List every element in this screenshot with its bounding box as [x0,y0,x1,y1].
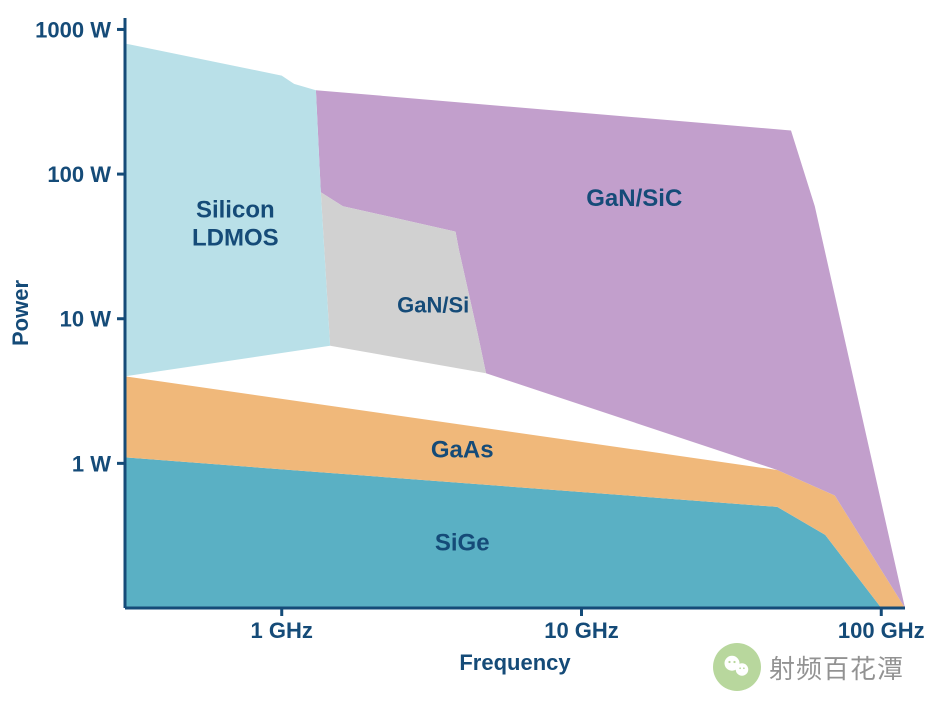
region-label-gan_si: GaN/Si [397,293,469,318]
x-tick-label: 1 GHz [251,618,313,643]
region-label-ldmos: Silicon [196,197,275,224]
y-tick-label: 1 W [72,451,111,476]
region-label-gaas: GaAs [431,436,494,463]
region-label-sige: SiGe [435,529,490,556]
x-tick-label: 100 GHz [838,618,925,643]
y-axis-label: Power [8,280,33,346]
y-tick-label: 10 W [60,307,112,332]
y-tick-label: 100 W [47,162,111,187]
region-label-ldmos: LDMOS [192,225,279,252]
x-tick-label: 10 GHz [544,618,619,643]
power-frequency-chart: SiGe GaAs GaN/SiC GaN/Si SiliconLDMOS 1 W 10 W… [0,0,934,701]
y-tick-label: 1000 W [35,17,111,42]
x-axis-label: Frequency [459,650,571,675]
region-label-gan_sic: GaN/SiC [586,185,682,212]
